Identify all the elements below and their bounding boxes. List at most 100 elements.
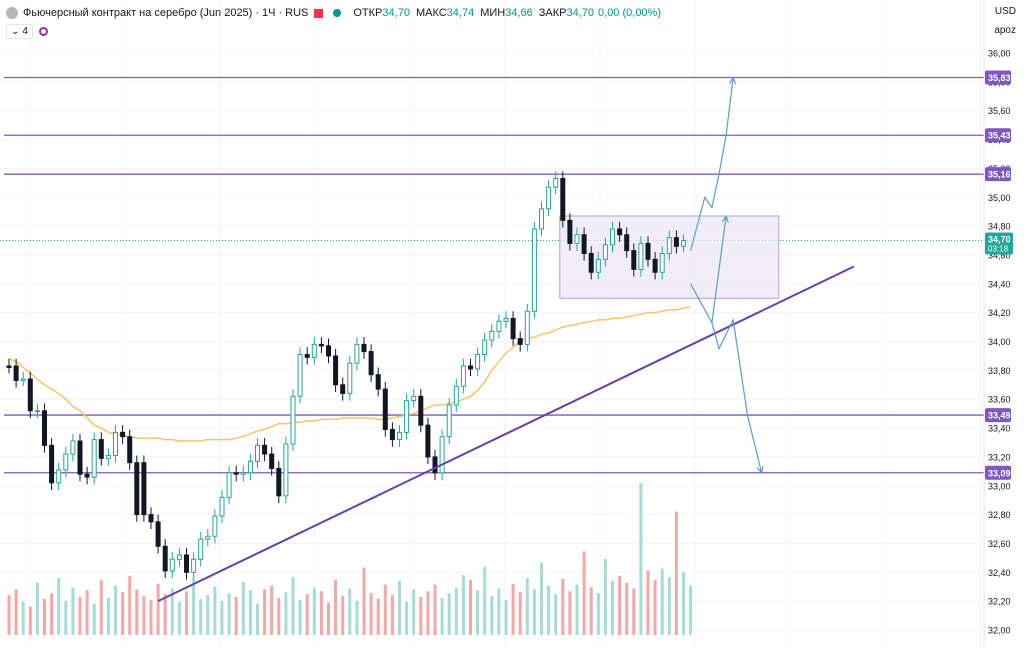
candle-body [368,351,374,376]
volume-bar [490,596,494,635]
candle-body [233,472,239,475]
volume-bar [596,593,600,635]
volume-bar [667,577,671,635]
price-tick-label: 34,80 [988,222,1011,232]
candle-body [581,234,587,255]
indicator-count: 4 [22,26,28,37]
volume-bar [497,588,501,635]
candle-body [198,538,204,560]
volume-bar [78,597,82,635]
volume-bar [234,597,238,635]
forecast-arrows[interactable] [690,76,764,475]
candle-body [326,345,331,357]
candle-body [155,521,161,547]
candle-body [141,462,147,516]
last-price-tag[interactable] [985,232,1013,255]
volume-bar [319,591,323,635]
volume-bar [341,596,345,635]
scale-mode-label[interactable]: apoz [994,25,1016,36]
candle-body [240,472,246,475]
candle-body [113,431,118,456]
price-tick-label: 34,00 [988,337,1011,347]
volume-bar [639,483,643,635]
candle-body [276,467,282,497]
volume-bar [327,602,330,635]
level-price-tag-label: 35,16 [988,170,1011,180]
level-price-tag-label: 35,83 [988,73,1011,83]
volume-bar [14,589,18,635]
volume-bar [227,593,231,635]
horizontal-levels[interactable] [0,76,984,474]
candle-body [411,395,417,402]
volume-bar [476,590,480,635]
price-tick-label: 34,60 [988,250,1011,260]
candle-body [84,473,90,478]
forecast-arrow-path[interactable] [711,317,763,473]
volume-bar [291,577,295,635]
instrument-title[interactable]: Фьючерсный контракт на серебро (Jun 2025… [23,7,253,19]
candle-body [333,355,339,386]
volume-bar [589,587,593,635]
candle-body [588,253,594,273]
price-tick-label: 32,20 [988,597,1011,607]
candle-body [460,365,466,387]
candle-body [468,365,473,370]
candle-body [439,436,445,474]
candle-body [382,388,388,430]
volume-bar [674,511,678,635]
level-price-tag[interactable] [985,70,1011,85]
volume-bar [632,588,636,635]
arrow-head-icon [721,214,729,223]
candle-body [567,219,573,244]
candle-body [610,228,615,246]
level-price-tag[interactable] [985,465,1011,480]
candle-body [297,353,303,397]
candle-body [659,253,665,273]
volume-bar [554,594,558,635]
volume-bar [121,592,125,635]
volume-bar [35,582,39,635]
volume-bar [220,600,224,635]
level-price-tag[interactable] [985,167,1011,182]
candle-body [389,428,395,441]
level-price-tag[interactable] [985,128,1011,143]
volume-bar [263,589,267,635]
candle-body [666,237,672,255]
indicators-toggle[interactable]: ⌄ 4 [6,24,33,39]
market-status-icon [333,9,342,17]
price-tick-label: 33,20 [988,452,1011,462]
volume-bar [106,597,110,635]
price-tick-label: 32,80 [988,510,1011,520]
price-axis[interactable]: 36,0035,8035,6035,4035,2035,0034,8034,60… [983,0,1013,648]
flag-icon[interactable] [314,8,324,18]
level-price-tag[interactable] [985,408,1011,423]
currency-label[interactable]: USD [994,6,1016,17]
candle-body [652,258,658,273]
indicator-ring-icon[interactable] [38,27,48,36]
close-label: ЗАКР [538,7,567,19]
candle-body [255,444,260,462]
timeframe-label[interactable]: 1Ч [262,7,276,19]
volume-bar [362,567,366,635]
candle-body [446,404,452,438]
change-value: 0,00 (0,00%) [598,7,661,19]
volume-bar [213,586,217,635]
candle-body [489,330,495,341]
volume-bar [625,582,629,635]
volume-bar [540,562,543,635]
trendline[interactable] [157,265,855,603]
candle-body [283,443,289,497]
trendline-segment[interactable] [157,265,855,603]
volume-bar [99,579,103,635]
candle-body [347,362,353,394]
candle-body [219,496,225,517]
volume-bar [405,601,409,635]
volume-bar [653,579,657,635]
volume-bar [454,587,458,635]
price-tick-label: 34,40 [988,279,1011,289]
candle-body [56,469,62,484]
candle-body [425,424,431,458]
forecast-arrow-path[interactable] [690,77,734,251]
candle-body [318,343,324,347]
